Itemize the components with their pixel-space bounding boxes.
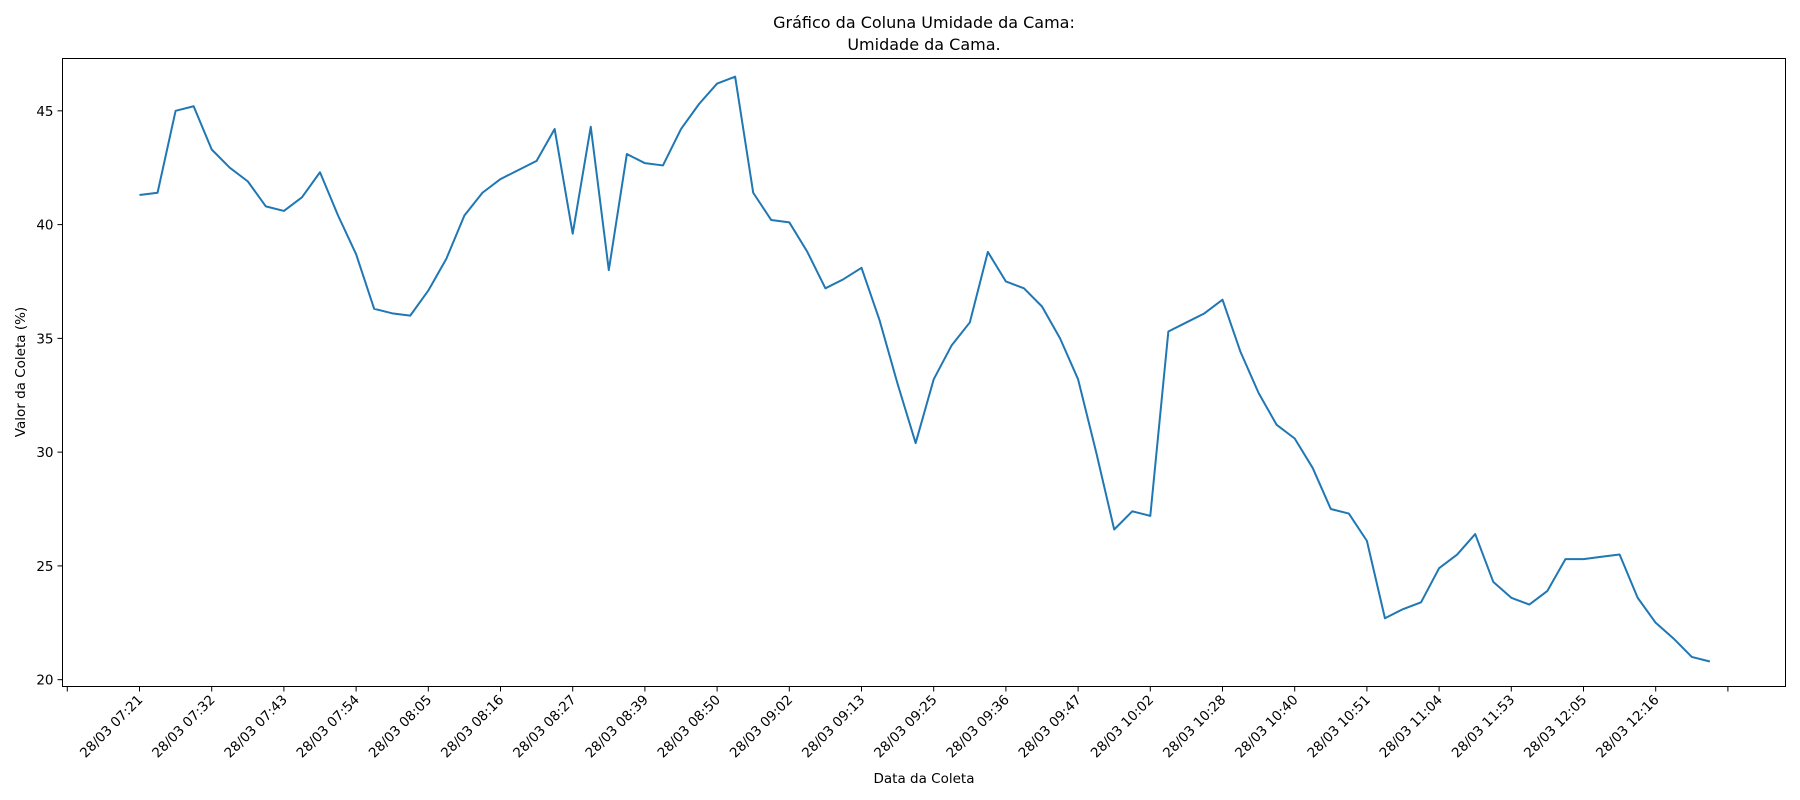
y-tick-label: 45 <box>36 104 53 120</box>
x-tick-label: 28/03 10:51 <box>1304 692 1373 761</box>
x-tick-label: 28/03 10:02 <box>1088 692 1157 761</box>
x-tick-label: 28/03 12:16 <box>1593 692 1662 761</box>
chart-title-line2: Umidade da Cama. <box>847 35 1000 54</box>
x-tick-label: 28/03 07:21 <box>77 692 146 761</box>
x-tick-label: 28/03 07:54 <box>294 692 363 761</box>
x-tick-label: 28/03 11:53 <box>1449 692 1518 761</box>
x-tick-label: 28/03 10:28 <box>1160 692 1229 761</box>
x-tick-label: 28/03 12:05 <box>1521 692 1590 761</box>
x-tick-label: 28/03 10:40 <box>1232 692 1301 761</box>
y-tick-label: 30 <box>36 445 53 461</box>
series-line <box>139 75 1711 663</box>
x-tick-label: 28/03 08:05 <box>366 692 435 761</box>
y-tick-label: 25 <box>36 559 53 575</box>
x-tick-label: 28/03 08:27 <box>510 692 579 761</box>
x-tick-label: 28/03 08:16 <box>438 692 507 761</box>
x-tick-label: 28/03 08:50 <box>655 692 724 761</box>
y-tick-label: 20 <box>36 673 53 689</box>
x-tick-label: 28/03 09:02 <box>727 692 796 761</box>
y-axis: 20 25 30 35 40 45 <box>36 104 63 689</box>
x-axis-label: Data da Coleta <box>874 771 975 787</box>
x-tick-label: 28/03 08:39 <box>582 692 651 761</box>
x-tick-label: 28/03 09:25 <box>871 692 940 761</box>
x-tick-label: 28/03 11:04 <box>1377 692 1446 761</box>
x-tick-label: 28/03 09:47 <box>1016 692 1085 761</box>
x-tick-label: 28/03 09:36 <box>943 692 1012 761</box>
y-tick-label: 35 <box>36 331 53 347</box>
x-tick-label: 28/03 07:32 <box>149 692 218 761</box>
x-tick-label: 28/03 07:43 <box>221 692 290 761</box>
y-tick-label: 40 <box>36 218 53 234</box>
chart-title-line1: Gráfico da Coluna Umidade da Cama: <box>773 13 1075 32</box>
x-axis: 28/03 07:21 28/03 07:32 28/03 07:43 28/03 0… <box>66 686 1729 761</box>
y-axis-label: Valor da Coleta (%) <box>13 307 29 437</box>
x-tick-label: 28/03 09:13 <box>799 692 868 761</box>
plot-area-frame <box>62 58 1786 687</box>
